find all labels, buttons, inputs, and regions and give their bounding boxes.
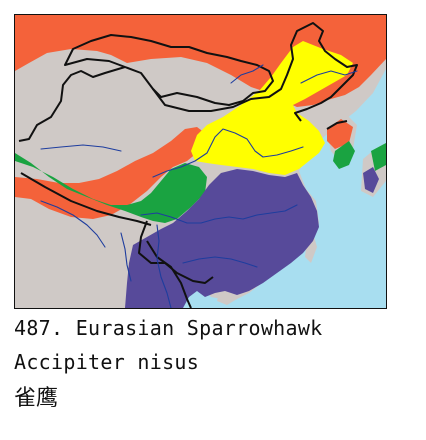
species-title: 487. Eurasian Sparrowhawk — [14, 316, 323, 340]
range-winter-japan — [363, 167, 379, 193]
river-north — [230, 64, 264, 84]
river-yellow — [152, 128, 304, 178]
river-pearl — [182, 256, 258, 268]
range-resident — [15, 153, 207, 223]
river-west — [40, 200, 106, 248]
range-map — [14, 14, 387, 309]
border-himalaya — [20, 172, 152, 226]
border-southeast-asia — [146, 240, 192, 308]
chinese-name: 雀鹰 — [14, 386, 59, 411]
range-passage — [191, 41, 353, 175]
river-tarim — [40, 144, 122, 152]
range-resident-japan — [371, 143, 386, 171]
border-mongolia — [64, 34, 274, 106]
river-amur — [300, 70, 358, 84]
range-summer-korea — [327, 119, 353, 149]
scientific-name: Accipiter nisus — [14, 350, 200, 374]
river-southwest — [120, 232, 132, 282]
river-mekong — [156, 224, 172, 308]
range-winter — [125, 169, 319, 308]
river-yangtze — [140, 204, 298, 224]
range-resident-korea — [333, 141, 355, 169]
border-korea — [326, 120, 348, 130]
